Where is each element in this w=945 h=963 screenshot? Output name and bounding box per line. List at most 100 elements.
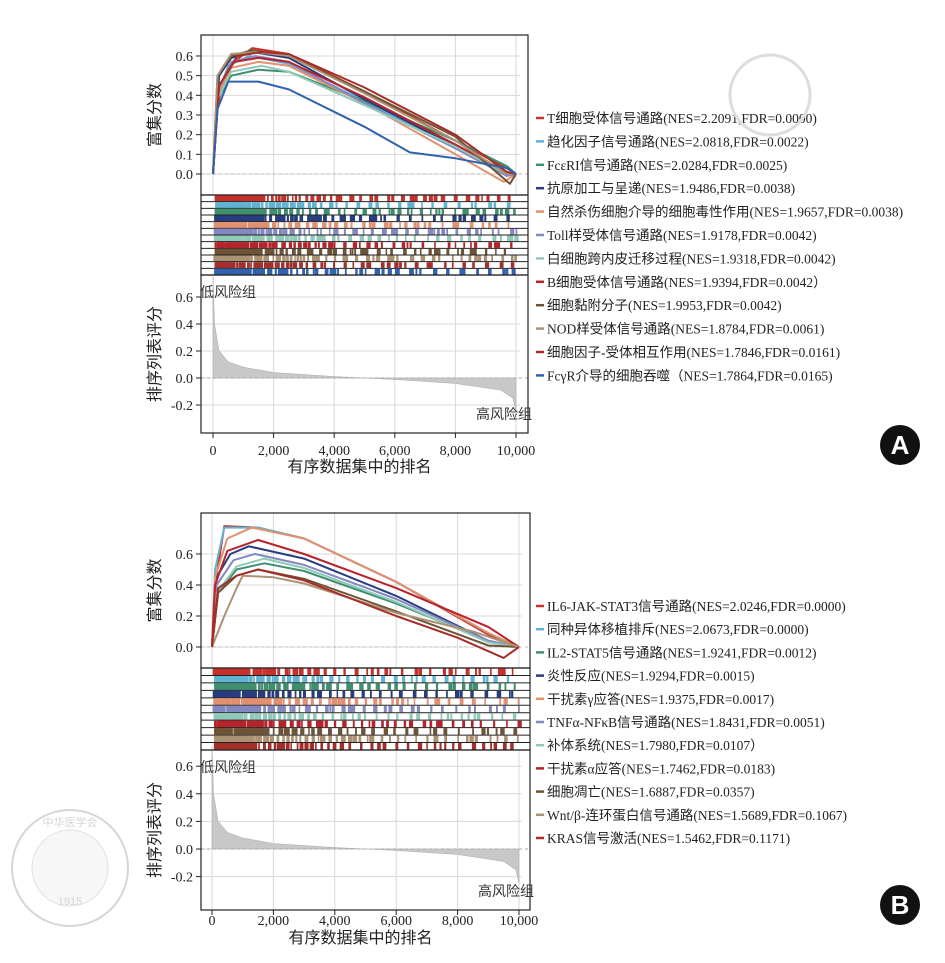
hit-mark (497, 242, 501, 248)
hit-mark (295, 735, 298, 743)
hit-mark (435, 690, 438, 698)
hit-mark (453, 195, 458, 202)
hit-mark (358, 242, 361, 248)
hit-mark (248, 668, 251, 675)
hit-mark (315, 202, 317, 208)
hit-mark (254, 698, 258, 705)
hit-mark (266, 735, 270, 743)
legend-label: T细胞受体信号通路(NES=2.2091,FDR=0.0000) (547, 111, 817, 126)
rank-axis-label: 排序列表评分 (146, 306, 164, 402)
hit-mark (283, 713, 286, 720)
hit-mark (319, 202, 323, 208)
hit-mark (359, 268, 364, 275)
hit-mark (499, 235, 502, 242)
hit-mark (452, 683, 456, 690)
hit-mark (253, 743, 256, 750)
hit-mark (367, 235, 372, 242)
hit-mark (268, 242, 272, 248)
hit-mark (223, 705, 226, 713)
hit-mark (275, 215, 280, 222)
hit-mark (429, 262, 433, 268)
hit-mark (238, 676, 242, 683)
hit-mark (510, 242, 513, 248)
hit-mark (248, 235, 251, 242)
legend-label: B细胞受体信号通路(NES=1.9394,FDR=0.0042） (547, 275, 827, 290)
hit-mark (341, 215, 346, 222)
hit-mark (342, 690, 346, 698)
hit-mark (379, 698, 382, 705)
hit-mark (233, 248, 236, 255)
hit-mark (405, 728, 409, 735)
hit-mark (300, 668, 304, 675)
hit-mark (242, 668, 249, 675)
hit-mark (250, 698, 255, 705)
hit-mark (344, 268, 347, 275)
legend: T细胞受体信号通路(NES=2.2091,FDR=0.0000) 趋化因子信号通路… (536, 111, 903, 383)
hit-mark (475, 668, 477, 675)
hit-mark (381, 268, 385, 275)
hit-mark (444, 743, 447, 750)
es-tick-label: 0.6 (176, 548, 194, 563)
hit-mark (283, 215, 286, 222)
hit-mark (264, 728, 269, 735)
hit-mark (418, 668, 422, 675)
hit-mark (410, 676, 413, 683)
hit-mark (307, 668, 312, 675)
rank-tick-label: 0.4 (176, 318, 194, 333)
hit-mark (230, 683, 233, 690)
hit-mark (359, 195, 362, 202)
hit-mark (354, 735, 358, 743)
hit-mark (259, 262, 264, 268)
rank-metric-area (212, 276, 517, 412)
hit-mark (246, 713, 248, 720)
hit-mark (264, 255, 269, 262)
hit-mark (457, 248, 459, 255)
hit-mark (223, 720, 226, 728)
hit-mark (371, 728, 375, 735)
hit-mark (310, 235, 314, 242)
hit-mark (222, 735, 226, 743)
hit-mark (268, 698, 272, 705)
hit-mark (343, 668, 346, 675)
hit-mark (430, 705, 433, 713)
hit-mark (352, 242, 357, 248)
hit-mark (360, 743, 363, 750)
legend-label: IL6-JAK-STAT3信号通路(NES=2.0246,FDR=0.0000) (547, 599, 846, 614)
es-axis-label: 富集分数 (146, 83, 164, 147)
es-axis-label: 富集分数 (146, 558, 164, 622)
hit-mark (316, 215, 319, 222)
hit-mark (478, 668, 481, 675)
hit-mark (265, 202, 268, 208)
hit-mark (249, 735, 254, 743)
hit-mark (322, 222, 327, 228)
hit-mark (446, 713, 450, 720)
hit-mark (421, 242, 425, 248)
hit-mark (339, 743, 345, 750)
hit-mark (335, 228, 339, 235)
hit-mark (375, 255, 381, 262)
legend-label: 细胞因子-受体相互作用(NES=1.7846,FDR=0.0161) (547, 345, 840, 360)
hit-mark (459, 698, 464, 705)
hit-mark (231, 242, 234, 248)
hit-mark (298, 705, 301, 713)
legend-label: NOD样受体信号通路(NES=1.8784,FDR=0.0061) (547, 322, 824, 337)
hit-mark (429, 728, 432, 735)
hit-mark (416, 705, 420, 713)
hit-mark (240, 202, 244, 208)
hit-mark (370, 228, 374, 235)
hit-mark (512, 713, 517, 720)
hit-mark (293, 262, 298, 268)
hit-mark (278, 713, 282, 720)
hit-mark (404, 262, 407, 268)
hit-mark (268, 202, 273, 208)
hit-mark (455, 690, 460, 698)
rank-tick-label: 0.6 (176, 291, 194, 306)
hit-mark (446, 228, 448, 235)
hit-mark (317, 195, 321, 202)
hit-mark (260, 228, 264, 235)
logo-year: 1915 (58, 896, 82, 908)
hit-mark (245, 743, 248, 750)
hit-mark (284, 195, 287, 202)
hit-mark (287, 676, 292, 683)
hit-mark (356, 676, 359, 683)
